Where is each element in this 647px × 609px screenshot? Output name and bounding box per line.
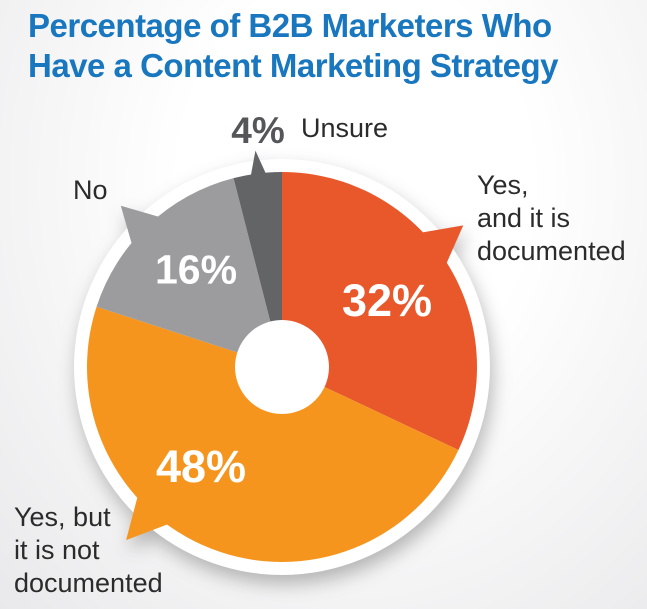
pie-slice bbox=[96, 178, 282, 367]
callout-label-no: No bbox=[73, 175, 108, 205]
slice-value-yes-documented: 32% bbox=[341, 275, 433, 326]
page-title-line2: Have a Content Marketing Strategy bbox=[28, 46, 558, 84]
pie-slice bbox=[86, 306, 459, 563]
slice-value-no: 16% bbox=[154, 246, 238, 293]
page-title-line1: Percentage of B2B Marketers Who bbox=[28, 7, 552, 44]
pie-center-hole bbox=[235, 320, 329, 414]
pie-slice bbox=[282, 172, 477, 451]
slice-value-unsure: 4% bbox=[231, 110, 285, 151]
slice-value-yes-not-documented: 48% bbox=[155, 441, 247, 492]
callout-label-yes-not-documented: Yes, but it is not documented bbox=[14, 502, 163, 598]
pie-slice bbox=[233, 172, 282, 367]
callout-label-yes-documented: Yes, and it is documented bbox=[477, 170, 626, 266]
page-title: Percentage of B2B Marketers Who Have a C… bbox=[28, 6, 558, 85]
callout-label-unsure: Unsure bbox=[301, 113, 389, 143]
